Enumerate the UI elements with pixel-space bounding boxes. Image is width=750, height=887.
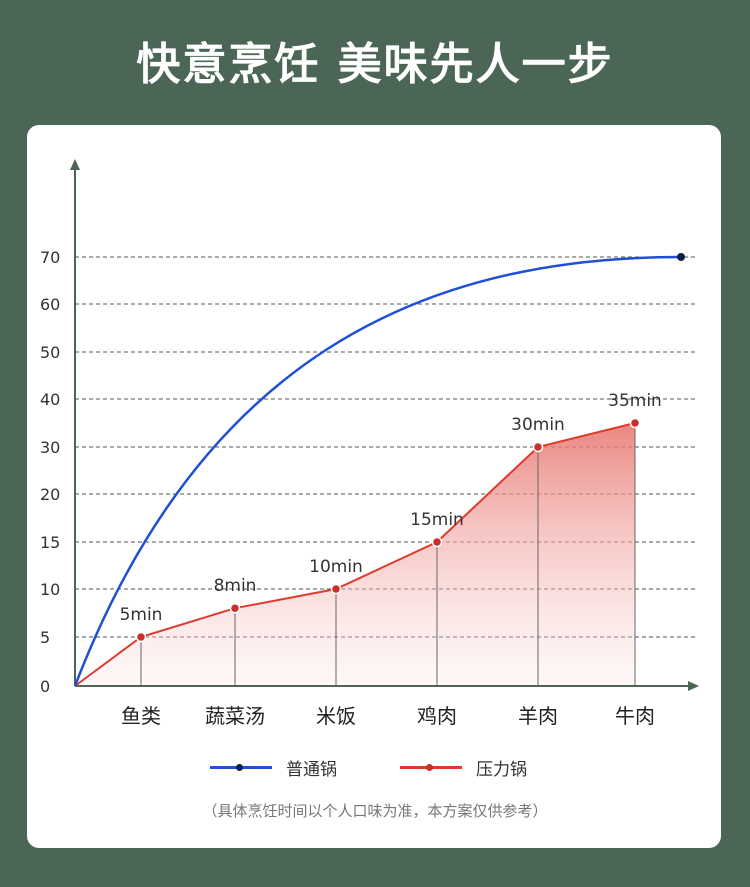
pressure-point [532,441,544,453]
y-tick-label: 15 [40,533,60,552]
x-axis-arrow [688,681,699,691]
y-tick-label: 0 [40,677,50,696]
y-tick-label: 20 [40,485,60,504]
y-tick-label: 60 [40,295,60,314]
pressure-data-label: 35min [608,391,662,411]
legend-normal-swatch [210,763,272,771]
x-tick-label: 牛肉 [615,704,655,728]
y-axis-arrow [70,159,80,170]
pressure-data-label: 5min [120,605,163,625]
pressure-data-label: 15min [410,510,464,530]
y-tick-label: 30 [40,438,60,457]
legend-pressure: 压力锅 [400,755,527,780]
pressure-point [330,583,342,595]
pressure-point [229,602,241,614]
pressure-point [431,536,443,548]
y-tick-label: 40 [40,390,60,409]
pressure-data-label: 10min [309,557,363,577]
pressure-area [75,423,635,686]
y-tick-label: 70 [40,248,60,267]
x-tick-label: 米饭 [316,704,356,728]
legend-pressure-swatch [400,763,462,771]
page-title: 快意烹饪 美味先人一步 [136,39,614,90]
pressure-data-label: 8min [214,576,257,596]
legend-normal-dot [236,763,243,771]
footnote: （具体烹饪时间以个人口味为准，本方案仅供参考） [202,802,548,820]
x-tick-label: 鱼类 [121,704,161,728]
legend-pressure-label: 压力锅 [476,759,527,780]
x-tick-label: 鸡肉 [417,704,457,728]
normal-end-point [677,253,685,261]
y-tick-label: 10 [40,580,60,599]
y-tick-label: 50 [40,343,60,362]
x-tick-label: 羊肉 [518,704,558,728]
pressure-point [629,417,641,429]
pressure-data-label: 30min [511,415,565,435]
pressure-point [135,631,147,643]
legend-pressure-dot [426,763,433,771]
y-tick-label: 5 [40,628,50,647]
normal-line [73,255,682,687]
legend-normal-label: 普通锅 [286,759,337,780]
x-tick-label: 蔬菜汤 [205,704,265,728]
legend-normal: 普通锅 [210,755,337,780]
